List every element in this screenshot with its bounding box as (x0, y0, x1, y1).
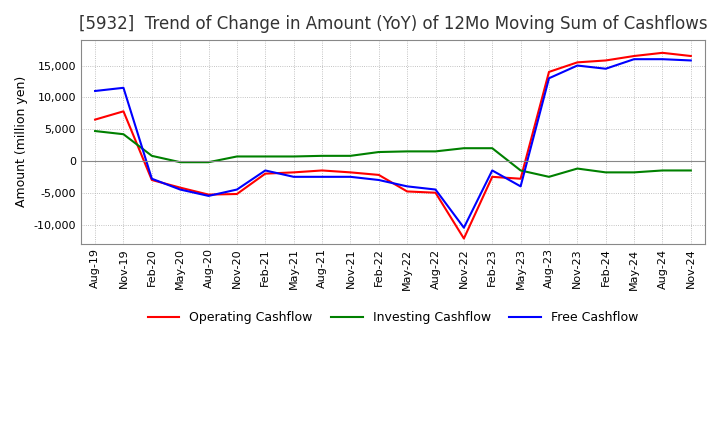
Investing Cashflow (261, 154, 269, 159)
Investing Cashflow (686, 168, 695, 173)
Free Cashflow (544, 76, 553, 81)
Free Cashflow (119, 85, 127, 91)
Operating Cashflow (431, 190, 440, 195)
Operating Cashflow (374, 172, 383, 178)
Free Cashflow (204, 193, 213, 198)
Investing Cashflow (318, 153, 326, 158)
Title: [5932]  Trend of Change in Amount (YoY) of 12Mo Moving Sum of Cashflows: [5932] Trend of Change in Amount (YoY) o… (78, 15, 707, 33)
Free Cashflow (233, 187, 241, 192)
Operating Cashflow (91, 117, 99, 122)
Operating Cashflow (148, 177, 156, 183)
Operating Cashflow (573, 60, 582, 65)
Free Cashflow (431, 187, 440, 192)
Free Cashflow (374, 177, 383, 183)
Free Cashflow (488, 168, 497, 173)
Free Cashflow (516, 184, 525, 189)
Investing Cashflow (119, 132, 127, 137)
Operating Cashflow (176, 185, 184, 190)
Legend: Operating Cashflow, Investing Cashflow, Free Cashflow: Operating Cashflow, Investing Cashflow, … (143, 306, 643, 329)
Investing Cashflow (402, 149, 411, 154)
Operating Cashflow (488, 174, 497, 180)
Operating Cashflow (516, 176, 525, 181)
Investing Cashflow (91, 128, 99, 134)
Operating Cashflow (402, 189, 411, 194)
Y-axis label: Amount (million yen): Amount (million yen) (15, 76, 28, 208)
Operating Cashflow (289, 170, 298, 175)
Operating Cashflow (544, 69, 553, 74)
Investing Cashflow (346, 153, 355, 158)
Investing Cashflow (204, 160, 213, 165)
Line: Investing Cashflow: Investing Cashflow (95, 131, 690, 177)
Line: Operating Cashflow: Operating Cashflow (95, 53, 690, 238)
Investing Cashflow (573, 166, 582, 171)
Free Cashflow (91, 88, 99, 94)
Operating Cashflow (119, 109, 127, 114)
Operating Cashflow (233, 191, 241, 197)
Operating Cashflow (318, 168, 326, 173)
Free Cashflow (658, 57, 667, 62)
Operating Cashflow (630, 53, 639, 59)
Operating Cashflow (601, 58, 610, 63)
Free Cashflow (630, 57, 639, 62)
Investing Cashflow (516, 168, 525, 173)
Investing Cashflow (459, 146, 468, 151)
Investing Cashflow (289, 154, 298, 159)
Free Cashflow (261, 168, 269, 173)
Free Cashflow (686, 58, 695, 63)
Investing Cashflow (374, 150, 383, 155)
Free Cashflow (459, 225, 468, 230)
Investing Cashflow (544, 174, 553, 180)
Free Cashflow (318, 174, 326, 180)
Line: Free Cashflow: Free Cashflow (95, 59, 690, 227)
Investing Cashflow (176, 160, 184, 165)
Free Cashflow (402, 184, 411, 189)
Investing Cashflow (431, 149, 440, 154)
Operating Cashflow (686, 53, 695, 59)
Free Cashflow (346, 174, 355, 180)
Operating Cashflow (261, 171, 269, 176)
Operating Cashflow (204, 192, 213, 197)
Investing Cashflow (233, 154, 241, 159)
Free Cashflow (573, 63, 582, 68)
Operating Cashflow (658, 50, 667, 55)
Operating Cashflow (346, 170, 355, 175)
Operating Cashflow (459, 236, 468, 241)
Investing Cashflow (488, 146, 497, 151)
Investing Cashflow (601, 170, 610, 175)
Investing Cashflow (148, 153, 156, 158)
Investing Cashflow (630, 170, 639, 175)
Free Cashflow (148, 176, 156, 181)
Free Cashflow (289, 174, 298, 180)
Free Cashflow (601, 66, 610, 71)
Free Cashflow (176, 187, 184, 192)
Investing Cashflow (658, 168, 667, 173)
